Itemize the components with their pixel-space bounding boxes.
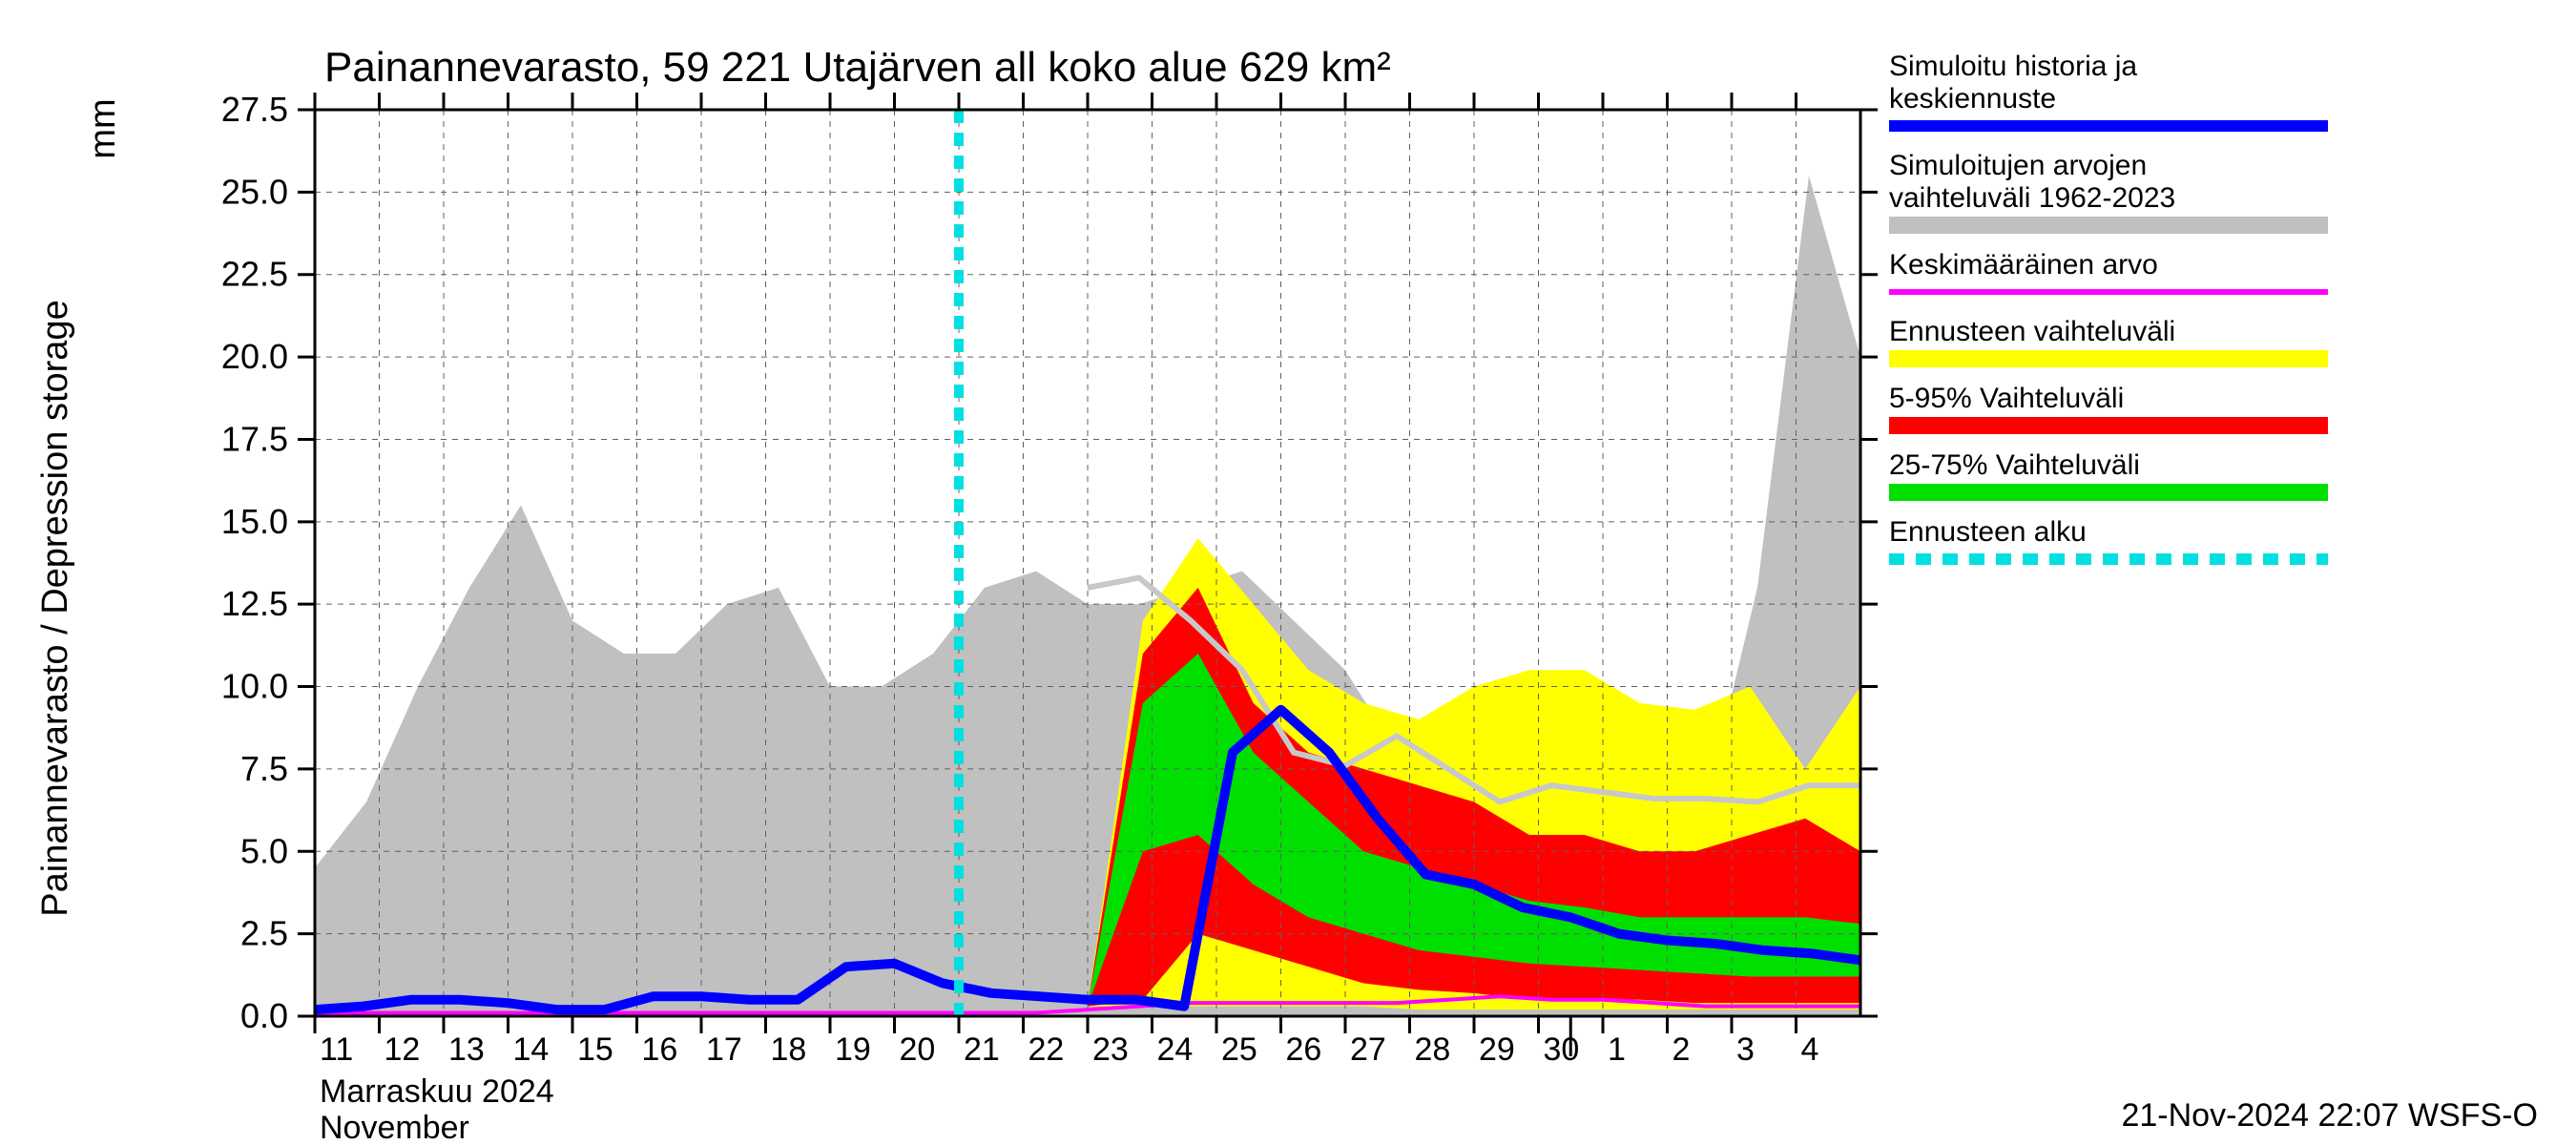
x-tick-label: 25 <box>1221 1031 1257 1068</box>
y-tick-label: 5.0 <box>240 831 288 870</box>
y-tick-label: 25.0 <box>221 172 288 211</box>
footnote-timestamp: 21-Nov-2024 22:07 WSFS-O <box>2121 1097 2538 1134</box>
depression-storage-chart: 0.0 2.5 5.0 7.5 10.0 12.5 15.0 17.5 20.0 22.5 25.0… <box>0 0 2576 1145</box>
x-tick-label: 15 <box>577 1031 613 1068</box>
x-tick-label: 19 <box>835 1031 871 1068</box>
legend-label: Ennusteen vaihteluväli <box>1889 316 2175 347</box>
y-tick-label: 7.5 <box>240 749 288 788</box>
y-axis-label: Painannevarasto / Depression storage <box>35 300 75 916</box>
y-tick-label: 15.0 <box>221 502 288 541</box>
x-tick-label: 28 <box>1415 1031 1451 1068</box>
y-tick-label: 22.5 <box>221 255 288 294</box>
x-tick-label: 11 <box>320 1031 353 1068</box>
x-tick-label: 18 <box>771 1031 807 1068</box>
y-tick-label: 0.0 <box>240 996 288 1035</box>
legend-label: Simuloitu historia ja <box>1889 51 2137 82</box>
x-tick-label: 2 <box>1672 1031 1691 1068</box>
y-tick-label: 10.0 <box>221 667 288 706</box>
x-axis-label-en: November <box>320 1110 469 1145</box>
x-tick-label: 16 <box>642 1031 678 1068</box>
legend-label: Keskimääräinen arvo <box>1889 249 2158 281</box>
x-tick-label: 27 <box>1350 1031 1386 1068</box>
chart-title: Painannevarasto, 59 221 Utajärven all ko… <box>324 44 1391 91</box>
x-tick-label: 3 <box>1736 1031 1755 1068</box>
legend-label: Simuloitujen arvojen <box>1889 150 2147 181</box>
y-tick-label: 27.5 <box>221 90 288 129</box>
x-tick-label: 26 <box>1286 1031 1322 1068</box>
legend-label: 5-95% Vaihteluväli <box>1889 383 2124 414</box>
legend-label: vaihteluväli 1962-2023 <box>1889 182 2175 214</box>
legend-swatch <box>1889 417 2328 434</box>
x-tick-label: 17 <box>706 1031 742 1068</box>
y-tick-label: 17.5 <box>221 419 288 458</box>
x-tick-label: 12 <box>384 1031 421 1068</box>
x-axis-label-fi: Marraskuu 2024 <box>320 1073 554 1110</box>
x-tick-label: 4 <box>1801 1031 1819 1068</box>
legend-label: 25-75% Vaihteluväli <box>1889 449 2140 481</box>
x-tick-label: 20 <box>900 1031 936 1068</box>
x-tick-label: 30 <box>1544 1031 1580 1068</box>
y-axis-unit: mm <box>83 98 123 158</box>
y-tick-label: 12.5 <box>221 584 288 623</box>
legend-label: keskiennuste <box>1889 83 2056 114</box>
legend-swatch <box>1889 350 2328 367</box>
y-tick-label: 20.0 <box>221 337 288 376</box>
y-tick-label: 2.5 <box>240 914 288 953</box>
x-tick-label: 14 <box>513 1031 550 1068</box>
legend-swatch <box>1889 217 2328 234</box>
x-tick-label: 23 <box>1092 1031 1129 1068</box>
x-tick-label: 24 <box>1157 1031 1194 1068</box>
chart-container: 0.0 2.5 5.0 7.5 10.0 12.5 15.0 17.5 20.0 22.5 25.0… <box>0 0 2576 1145</box>
x-tick-label: 1 <box>1608 1031 1626 1068</box>
legend-swatch <box>1889 484 2328 501</box>
x-tick-label: 29 <box>1479 1031 1515 1068</box>
x-tick-label: 21 <box>964 1031 1000 1068</box>
legend-label: Ennusteen alku <box>1889 516 2087 548</box>
x-tick-label: 13 <box>448 1031 485 1068</box>
x-tick-label: 22 <box>1028 1031 1065 1068</box>
